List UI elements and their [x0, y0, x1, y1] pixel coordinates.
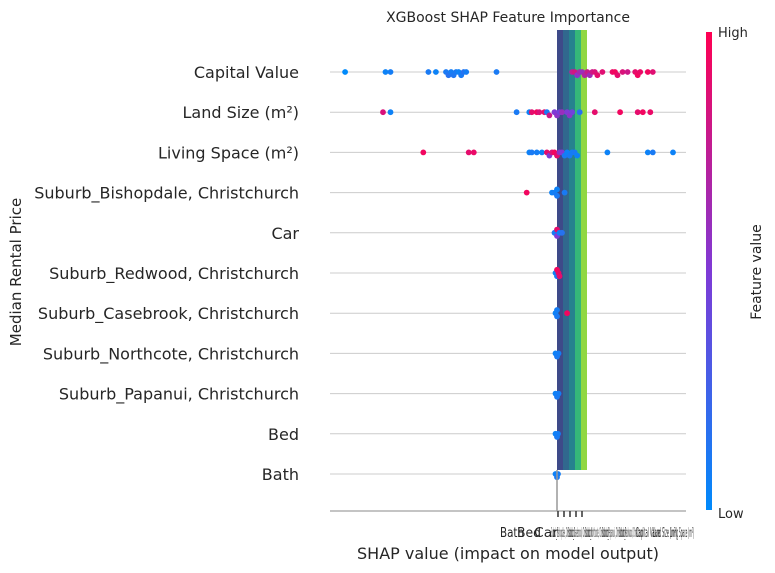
shap-point [387, 69, 394, 75]
x-tick-label: Suburb_Papanui, Christchurch [602, 526, 626, 541]
overlay-bar [581, 30, 587, 470]
shap-point [576, 109, 583, 116]
shap-point [528, 149, 535, 156]
overlay-bar [557, 30, 563, 470]
shap-point [555, 350, 562, 357]
shap-point [463, 69, 470, 75]
x-tick-label: Suburb_Casebrook, Christchurch [568, 526, 592, 541]
shap-point [556, 273, 563, 280]
feature-label: Living Space (m²) [158, 143, 299, 162]
chart-title: XGBoost SHAP Feature Importance [386, 10, 630, 26]
colorbar-high-label: High [718, 26, 748, 41]
x-tick-label: Capital Value [636, 526, 660, 541]
x-axis-label: SHAP value (impact on model output) [357, 544, 659, 563]
feature-label: Car [271, 224, 299, 243]
overlay-bar [575, 30, 581, 470]
shap-point [639, 109, 646, 116]
shap-point [670, 149, 676, 156]
shap-points [342, 69, 676, 481]
feature-label: Bed [268, 425, 299, 444]
feature-label: Bath [262, 465, 299, 484]
overlay-bars [557, 30, 587, 470]
shap-point [617, 109, 623, 116]
shap-point [433, 69, 439, 75]
x-tick-label: Suburb_Redwood, Christchurch [619, 526, 643, 541]
shap-point [470, 149, 477, 156]
shap-point [649, 149, 656, 156]
colorbar [706, 32, 712, 510]
shap-point [523, 189, 530, 196]
feature-label: Suburb_Redwood, Christchurch [49, 264, 299, 284]
shap-point [594, 72, 601, 79]
shap-point [382, 69, 389, 75]
x-tick-label: Bed [517, 526, 541, 541]
shap-point [599, 69, 606, 75]
shap-point [528, 109, 535, 116]
y-axis-label: Median Rental Price [7, 198, 25, 346]
shap-point [554, 313, 560, 320]
shap-point [539, 149, 545, 156]
shap-point [559, 109, 565, 116]
shap-point [342, 69, 348, 75]
feature-label: Capital Value [194, 63, 299, 82]
shap-point [569, 109, 575, 116]
overlay-bar [569, 30, 575, 470]
shap-point [536, 109, 543, 116]
shap-point [614, 72, 621, 79]
shap-point [604, 149, 611, 156]
colorbar-title: Feature value [749, 224, 765, 320]
shap-point [465, 149, 472, 156]
shap-point [561, 189, 568, 196]
feature-label: Suburb_Papanui, Christchurch [59, 385, 299, 405]
shap-point [513, 109, 520, 116]
shap-point [554, 192, 560, 199]
x-tick-label: Bath [500, 526, 524, 541]
shap-point [546, 112, 553, 119]
shap-point [420, 149, 427, 156]
shap-point [647, 109, 654, 116]
shap-point [554, 186, 560, 193]
shap-point [533, 149, 540, 156]
shap-point [555, 471, 561, 477]
shap-point [624, 69, 631, 75]
shap-point [387, 109, 394, 116]
shap-point [574, 152, 581, 159]
feature-labels: Capital Value Land Size (m²) Living Space … [34, 63, 299, 484]
feature-label: Land Size (m²) [182, 103, 299, 122]
shap-point [555, 430, 561, 437]
x-tick-label: Living Space (m²) [670, 526, 694, 541]
shap-point [559, 229, 565, 236]
x-tick-label: Land Size (m²) [653, 526, 677, 541]
colorbar-low-label: Low [718, 507, 744, 522]
x-tick-label: Car [534, 526, 559, 541]
shap-point [555, 390, 562, 397]
x-tick-label: Suburb_Bishopdale, Christchurch [551, 526, 575, 541]
shap-point [649, 69, 656, 75]
feature-label: Suburb_Casebrook, Christchurch [38, 304, 299, 324]
shap-point [380, 109, 386, 116]
shap-point [619, 69, 626, 75]
feature-label: Suburb_Northcote, Christchurch [43, 344, 299, 364]
shap-point [591, 109, 598, 116]
shap-point [493, 69, 500, 75]
overlay-bar [563, 30, 569, 470]
shap-point [637, 69, 644, 75]
shap-point [644, 69, 651, 75]
shap-point [634, 109, 641, 116]
feature-label: Suburb_Bishopdale, Christchurch [34, 184, 299, 204]
x-tick-label: Suburb_Northcote, Christchurch [585, 526, 609, 541]
shap-point [644, 149, 651, 156]
shap-point [425, 69, 432, 75]
shap-point [564, 310, 570, 317]
shap-point [554, 307, 560, 313]
feature-gridlines [330, 71, 686, 475]
